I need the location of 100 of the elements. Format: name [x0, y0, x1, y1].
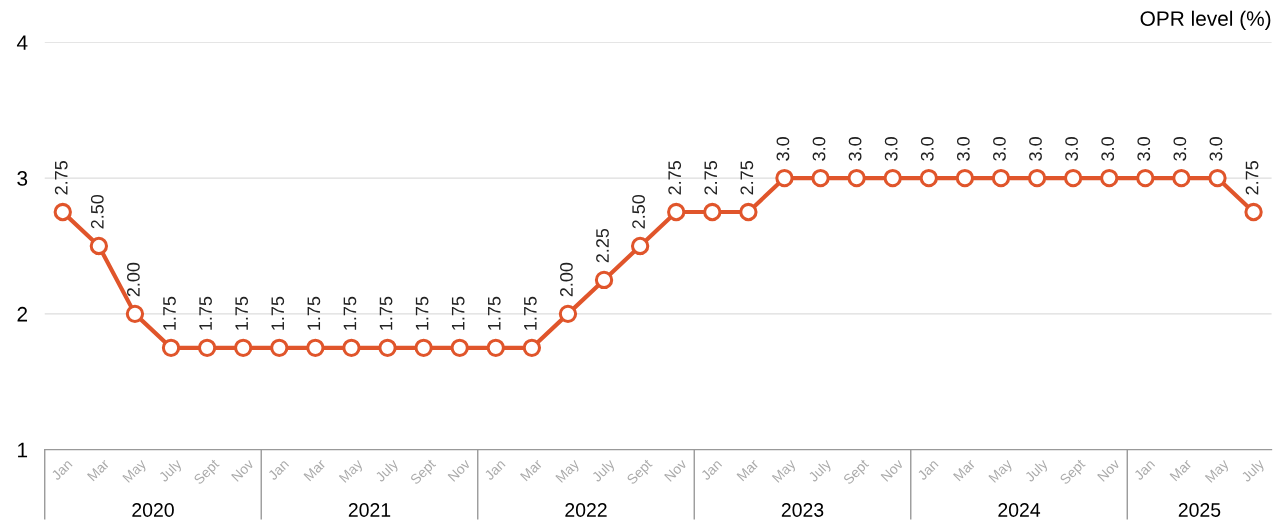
point: [630, 236, 650, 256]
x-tick-label: Mar: [736, 458, 760, 482]
text: 2022: [565, 503, 607, 517]
x-tick-label: May: [771, 458, 799, 485]
x-tick-label: Nov: [664, 458, 688, 482]
point: [955, 168, 975, 188]
point: [1100, 168, 1119, 188]
data-label: 2.75: [740, 160, 754, 195]
data-label: 2.50: [632, 194, 645, 229]
point: [89, 236, 109, 256]
point: [1063, 168, 1083, 188]
data-label: 3.0: [884, 137, 898, 161]
data-label: 2.50: [90, 194, 104, 229]
x-tick-label: May: [988, 458, 1015, 485]
point: [739, 202, 758, 222]
data-label: 2.75: [668, 160, 682, 195]
data-label: 1.75: [271, 296, 285, 330]
x-tick-label: May: [1204, 458, 1232, 485]
data-label: 1.75: [235, 296, 249, 330]
point: [53, 202, 72, 222]
x-tick-label: July: [1023, 458, 1051, 485]
point: [558, 304, 578, 324]
data-label: 1.75: [343, 296, 357, 330]
y-tick-label: 2: [17, 306, 28, 322]
y-tick-label: 1: [18, 442, 28, 458]
x-tick-label: Mar: [86, 458, 110, 482]
point: [991, 168, 1011, 188]
x-tick-label: Jan: [1133, 458, 1156, 481]
point: [486, 338, 505, 357]
x-tick-label: Jan: [50, 458, 73, 481]
data-label: 3.0: [993, 137, 1006, 161]
data-label: 2.75: [704, 160, 718, 195]
data-label: 2.00: [127, 262, 140, 297]
text: 2023: [781, 503, 824, 517]
y-axis-title: OPR level (%): [1140, 10, 1271, 31]
point: [125, 304, 145, 324]
text: 2020: [132, 503, 174, 517]
data-label: 3.0: [1029, 137, 1042, 161]
point: [450, 338, 469, 357]
point: [883, 168, 902, 188]
data-label: 1.75: [524, 296, 537, 330]
point: [847, 168, 866, 188]
point: [919, 168, 938, 188]
x-tick-label: July: [807, 458, 834, 485]
data-label: 3.0: [848, 137, 862, 161]
data-label: 3.0: [1065, 137, 1078, 161]
x-tick-label: Jan: [267, 458, 290, 481]
data-label: 3.0: [1101, 137, 1115, 161]
point: [234, 338, 253, 357]
data-label: 1.75: [451, 296, 465, 330]
point: [1027, 168, 1047, 188]
x-tick-label: May: [555, 458, 582, 485]
point: [161, 338, 181, 357]
y-tick-label: 3: [17, 171, 28, 186]
point: [1208, 168, 1227, 188]
data-label: 3.0: [1209, 137, 1223, 161]
point: [378, 338, 397, 357]
x-tick-label: July: [374, 458, 401, 485]
data-label: 2.00: [560, 262, 573, 297]
y-tick-label: 4: [16, 35, 28, 50]
point: [1172, 168, 1191, 188]
point: [703, 202, 722, 222]
point: [197, 338, 217, 357]
x-tick-label: Mar: [953, 458, 976, 482]
x-tick-label: Jan: [700, 458, 723, 481]
x-tick-label: Nov: [231, 458, 255, 482]
data-label: 2.75: [54, 160, 68, 195]
x-tick-label: Mar: [520, 458, 543, 482]
point: [270, 338, 289, 357]
data-label: 3.0: [812, 137, 826, 161]
x-tick-label: Nov: [880, 458, 905, 482]
text: 2025: [1178, 503, 1221, 517]
data-label: 1.75: [415, 296, 429, 330]
x-tick-label: July: [590, 458, 618, 485]
x-tick-label: July: [1240, 458, 1267, 485]
point: [522, 338, 542, 357]
x-tick-label: Nov: [447, 458, 472, 482]
data-label: 1.75: [163, 296, 176, 330]
data-label: 3.0: [1137, 137, 1151, 161]
data-label: 3.0: [920, 137, 934, 161]
data-label: 1.75: [488, 296, 501, 330]
data-label: 1.75: [379, 296, 393, 330]
data-label: 2.25: [596, 228, 609, 263]
x-tick-label: Jan: [483, 458, 506, 481]
data-label: 1.75: [199, 296, 212, 330]
point: [1136, 168, 1155, 188]
point: [594, 270, 614, 290]
point: [775, 168, 794, 188]
x-tick-label: Jan: [916, 458, 939, 481]
point: [1244, 202, 1263, 222]
x-tick-label: May: [338, 458, 366, 485]
data-label: 2.75: [1245, 160, 1259, 195]
point: [306, 338, 325, 357]
point: [342, 338, 361, 357]
x-tick-label: May: [122, 458, 149, 485]
data-label: 3.0: [776, 137, 790, 161]
point: [414, 338, 433, 357]
x-tick-label: Mar: [1169, 458, 1193, 482]
data-label: 3.0: [1173, 137, 1187, 161]
text: 2024: [998, 503, 1041, 517]
